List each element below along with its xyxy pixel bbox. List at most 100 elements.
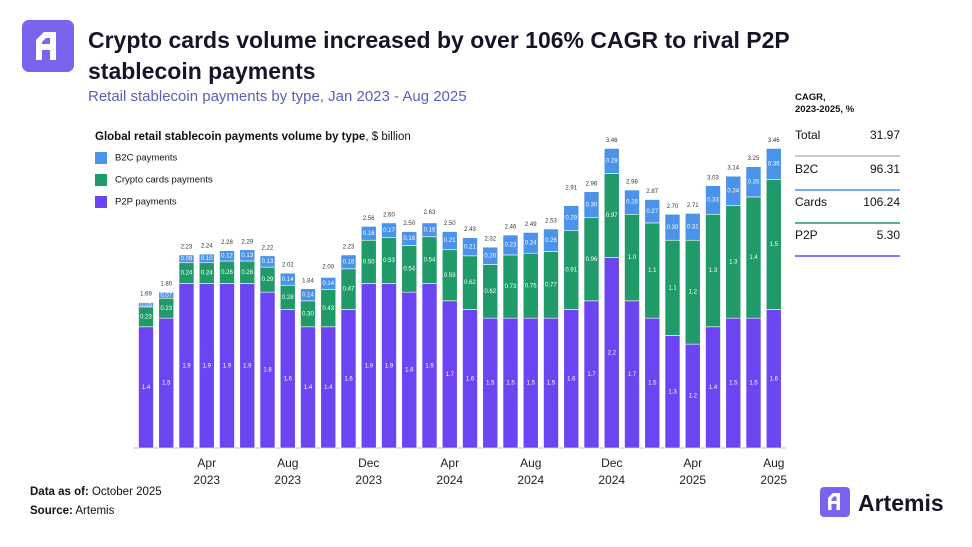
segment-label: 0.97	[606, 213, 618, 219]
bar-segment	[158, 291, 175, 299]
segment-label: 0.23	[140, 314, 152, 320]
segment-label: 0.91	[565, 268, 577, 274]
total-label: 2.28	[221, 240, 233, 246]
subtitle: Retail stablecoin payments by type, Jan …	[88, 88, 467, 105]
cagr-value: 96.31	[869, 162, 900, 176]
total-label: 3.14	[727, 166, 739, 172]
segment-label: 1.5	[527, 381, 536, 387]
segment-label: 0.23	[505, 243, 517, 249]
brand: Artemis	[858, 490, 944, 516]
total-label: 2.70	[667, 204, 679, 210]
segment-label: 0.33	[707, 198, 719, 204]
segment-label: 0.26	[241, 270, 253, 276]
segment-label: 0.05	[140, 302, 152, 308]
total-label: 2.23	[343, 245, 355, 251]
legend-label: P2P payments	[115, 197, 177, 208]
bar-segment	[664, 213, 681, 241]
segment-label: 1.5	[162, 381, 171, 387]
bar-segment	[705, 185, 721, 215]
x-tick-label: Dec 2023	[355, 456, 383, 487]
segment-label: 0.30	[302, 311, 314, 317]
bar-segment	[340, 254, 357, 270]
segment-label: 0.21	[444, 238, 456, 244]
segment-label: 0.47	[343, 287, 355, 293]
total-label: 1.69	[140, 291, 152, 297]
total-label: 2.60	[383, 212, 395, 218]
legend-label: B2C payments	[115, 153, 178, 164]
cagr-label: Cards	[795, 195, 828, 209]
segment-label: 1.5	[547, 381, 556, 387]
bar-segment	[725, 175, 742, 206]
total-label: 2.87	[646, 189, 658, 195]
x-tick-label: Aug 2023	[274, 456, 302, 487]
total-label: 2.98	[626, 180, 638, 186]
segment-label: 0.75	[525, 283, 537, 289]
total-label: 2.46	[505, 225, 517, 231]
bar-segment	[502, 234, 519, 256]
segment-label: 1.0	[628, 255, 637, 261]
bar-segment	[563, 205, 580, 232]
segment-label: 0.23	[160, 306, 172, 312]
bar-segment	[745, 166, 762, 198]
segment-label: 1.6	[466, 376, 475, 382]
bar-segment	[462, 237, 478, 257]
data-value: October 2025	[88, 486, 162, 498]
segment-label: 0.96	[586, 257, 598, 263]
segment-label: 0.13	[262, 259, 274, 265]
total-label: 1.80	[160, 282, 172, 288]
total-label: 3.25	[748, 156, 760, 162]
legend-swatch	[95, 174, 107, 186]
segment-label: 0.34	[727, 188, 739, 194]
segment-label: 0.30	[586, 202, 598, 208]
total-label: 3.46	[768, 138, 780, 144]
bar-segment	[138, 302, 154, 308]
title: Crypto cards volume increased by over 10…	[88, 27, 790, 84]
total-label: 2.50	[444, 221, 456, 227]
segment-label: 1.6	[344, 376, 353, 382]
cagr-label: B2C	[795, 162, 819, 176]
segment-label: 1.3	[668, 389, 677, 395]
segment-label: 1.3	[709, 268, 718, 274]
cagr-row: Cards 106.24	[795, 195, 900, 209]
segment-label: 1.5	[749, 381, 758, 387]
cagr-value: 106.24	[863, 195, 900, 209]
segment-label: 1.9	[223, 363, 232, 369]
segment-label: 1.5	[729, 381, 738, 387]
segment-label: 1.4	[142, 385, 151, 391]
segment-label: 1.4	[749, 255, 758, 261]
segment-label: 1.8	[263, 368, 272, 374]
x-tick-label: Dec 2024	[598, 456, 626, 487]
total-label: 2.32	[484, 237, 496, 243]
data-label: Data as of:	[30, 486, 89, 498]
bar-segment	[684, 213, 701, 241]
segment-label: 0.16	[403, 236, 415, 242]
chart-unit: , $ billion	[365, 131, 411, 143]
segment-label: 0.16	[424, 227, 436, 233]
source-label: Source:	[30, 505, 73, 517]
segment-label: 1.9	[243, 363, 252, 369]
segment-label: 1.9	[365, 363, 374, 369]
total-label: 2.22	[262, 245, 274, 251]
segment-label: 2.2	[608, 350, 617, 356]
segment-label: 0.24	[181, 271, 193, 277]
total-label: 2.29	[241, 239, 253, 245]
bar-segment	[644, 199, 661, 224]
segment-label: 1.4	[304, 385, 313, 391]
segment-label: 0.77	[545, 282, 557, 288]
segment-label: 0.53	[383, 258, 395, 264]
total-label: 2.23	[181, 245, 193, 251]
total-label: 2.56	[363, 216, 375, 222]
cagr-label: P2P	[795, 228, 818, 242]
bar-segment	[421, 222, 438, 238]
bar-segment	[279, 272, 296, 286]
segment-label: 1.9	[385, 363, 394, 369]
segment-label: 1.3	[729, 259, 738, 265]
segment-label: 0.54	[403, 266, 415, 272]
segment-label: 0.09	[181, 256, 193, 262]
cagr-title: CAGR, 2023-2025, %	[795, 92, 855, 115]
bar-segment	[239, 249, 256, 262]
segment-label: 0.29	[565, 216, 577, 222]
total-label: 2.63	[424, 210, 436, 216]
segment-label: 1.5	[506, 381, 515, 387]
